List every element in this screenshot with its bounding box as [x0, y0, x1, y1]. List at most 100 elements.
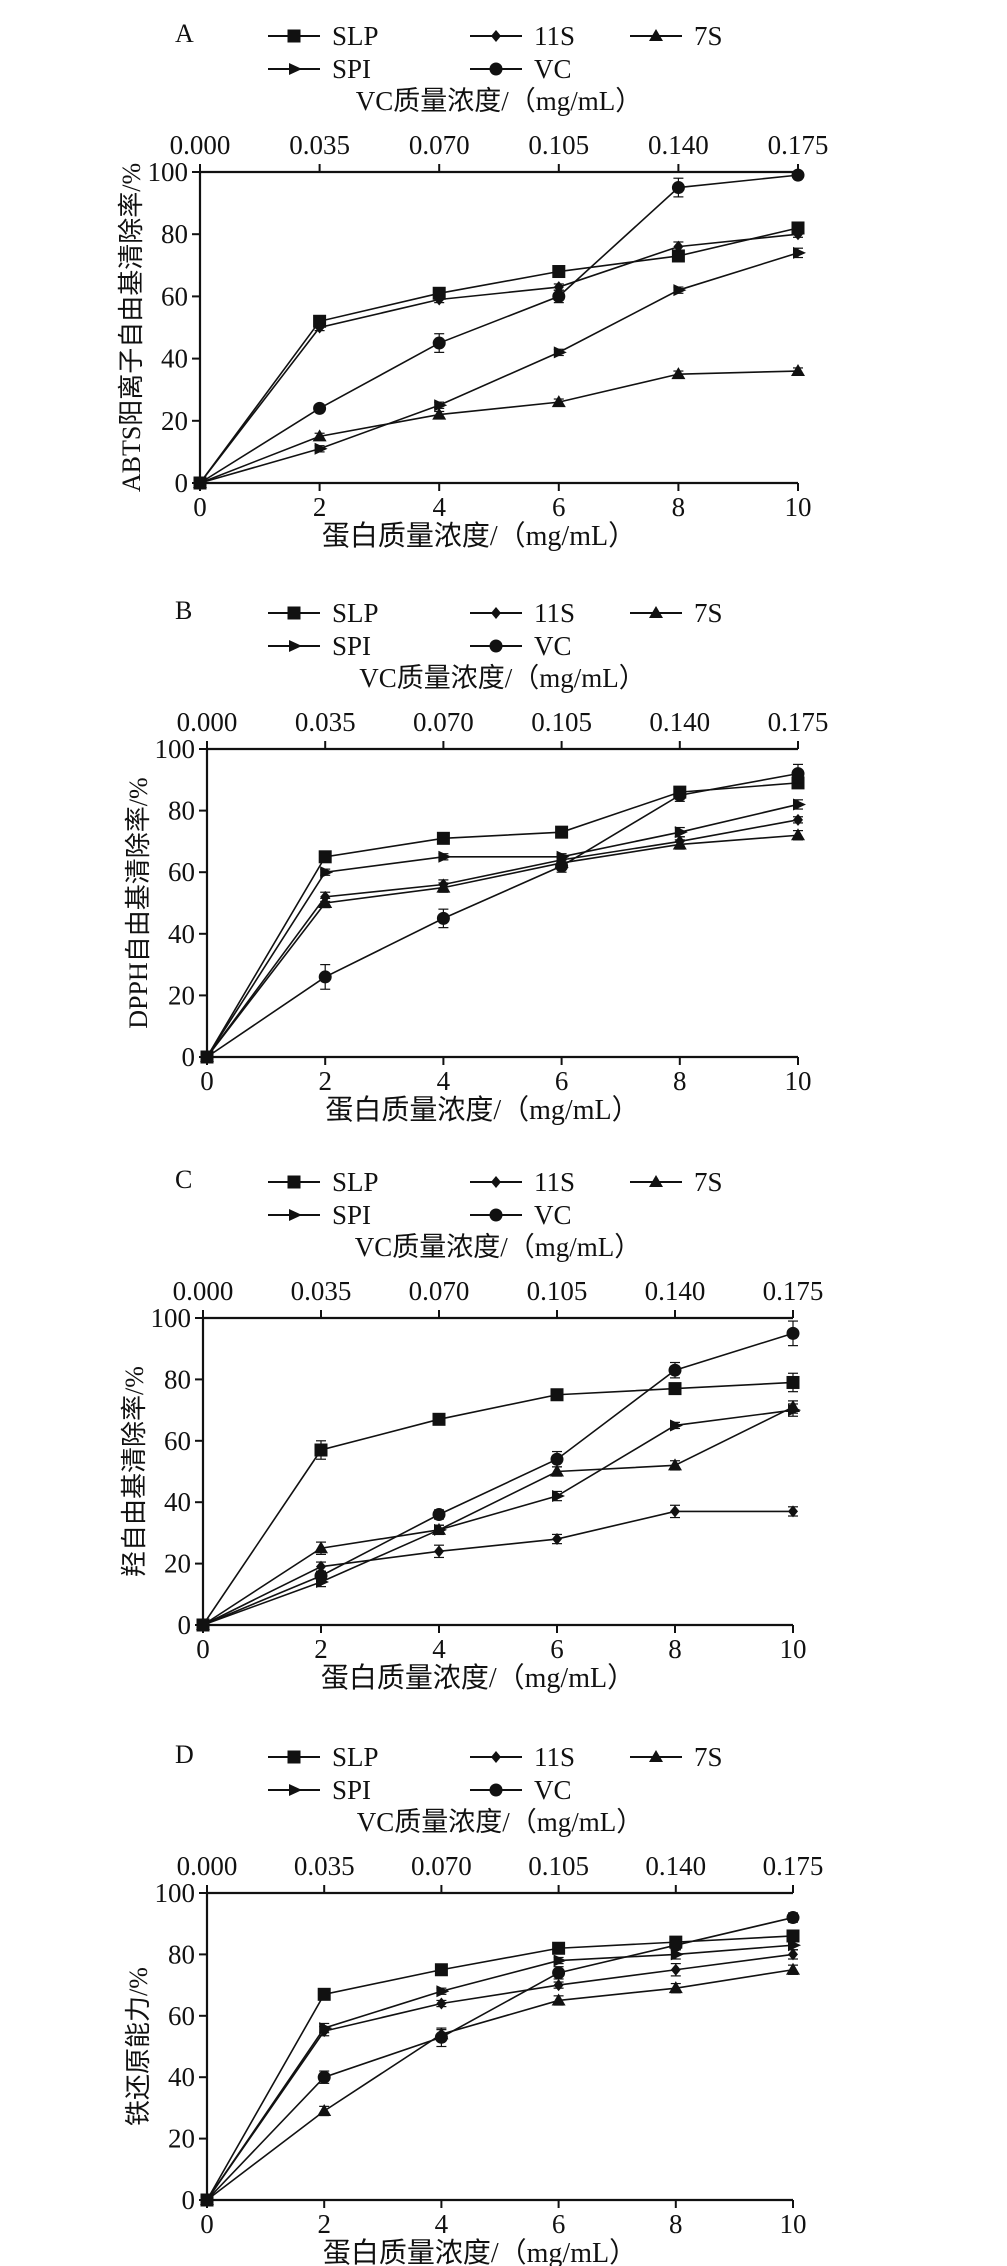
series-line-7s [202, 1406, 794, 1626]
x2-tick-label: 0.070 [409, 1276, 470, 1306]
legend-label-11s: 11S [534, 598, 575, 628]
data-point-vc [673, 788, 687, 802]
data-point-11s [314, 321, 325, 334]
legend-circle-marker [489, 639, 503, 653]
x2-tick-label: 0.175 [763, 1851, 824, 1881]
data-point-7s [672, 837, 687, 850]
series-vc [193, 168, 805, 490]
y-tick-label: 80 [161, 219, 188, 249]
data-point-spi [319, 2022, 333, 2035]
series-line-vc [206, 1916, 794, 2201]
legend-triangle-marker [649, 1175, 663, 1187]
data-point-slp [317, 1987, 331, 2001]
x-tick-label: 2 [318, 1066, 332, 1096]
x2-tick-label: 0.140 [648, 130, 709, 160]
data-point-11s [436, 1997, 447, 2010]
series-line-spi [202, 1409, 794, 1626]
series-11s [195, 228, 803, 489]
legend-square-marker [287, 606, 301, 620]
x-tick-label: 6 [555, 1066, 569, 1096]
data-point-vc [200, 1050, 214, 1064]
x-axis-title: 蛋白质量浓度/（mg/mL） [325, 1094, 639, 1126]
legend: SLP 11S 7S SPI VC [268, 598, 723, 661]
data-point-spi [670, 1419, 683, 1432]
data-point-spi [788, 1939, 801, 1952]
series-vc [196, 1320, 800, 1632]
series-vc [200, 1911, 800, 2207]
data-point-spi [434, 1523, 447, 1536]
legend-square-marker [287, 29, 301, 43]
series-spi [195, 246, 806, 489]
data-point-slp [786, 1929, 800, 1943]
data-point-7s [791, 364, 805, 377]
data-point-slp [786, 1375, 800, 1389]
y-axis-title: 羟自由基清除率/% [120, 1366, 149, 1577]
data-point-vc [791, 168, 805, 182]
x2-tick-label: 0.105 [531, 707, 592, 737]
series-line-vc [199, 174, 799, 484]
data-point-11s [793, 813, 803, 826]
data-point-7s [317, 2103, 332, 2116]
x-tick-label: 8 [669, 2209, 683, 2239]
data-point-spi [553, 1954, 567, 1967]
x2-tick-label: 0.105 [528, 130, 589, 160]
panel-label: B [175, 596, 192, 625]
data-point-7s [551, 395, 566, 408]
y-tick-label: 60 [168, 857, 195, 887]
x-tick-label: 10 [780, 1634, 807, 1664]
series-11s [202, 813, 803, 1063]
x-axis-title: 蛋白质量浓度/（mg/mL） [323, 2237, 637, 2266]
legend-right-arrow-marker [289, 1784, 302, 1796]
series-line-7s [199, 370, 799, 484]
y-tick-label: 60 [164, 1426, 191, 1456]
series-line-11s [202, 1510, 793, 1626]
x2-axis-title: VC质量浓度/（mg/mL） [359, 663, 646, 693]
series-line-11s [199, 233, 799, 484]
legend-circle-marker [489, 1208, 503, 1222]
data-point-7s [791, 828, 805, 841]
data-point-11s [434, 293, 445, 306]
legend-label-slp: SLP [332, 1167, 379, 1197]
y-tick-label: 20 [168, 2124, 195, 2154]
x-tick-label: 2 [314, 1634, 328, 1664]
data-point-slp [432, 1412, 446, 1426]
data-point-vc [318, 970, 332, 984]
x2-axis-title: VC质量浓度/（mg/mL） [357, 1807, 644, 1837]
legend-right-arrow-marker [289, 1209, 302, 1221]
series-line-vc [206, 772, 799, 1058]
data-point-vc [313, 401, 327, 415]
data-point-7s [314, 1541, 328, 1554]
data-point-vc [200, 2193, 214, 2207]
legend-triangle-marker [649, 29, 663, 41]
data-point-11s [788, 1948, 798, 1961]
legend: SLP 11S 7S SPI VC [268, 1742, 723, 1805]
legend-label-spi: SPI [332, 631, 371, 661]
x2-tick-label: 0.175 [768, 130, 829, 160]
x2-tick-label: 0.105 [527, 1276, 588, 1306]
data-point-11s [673, 240, 684, 253]
x-tick-label: 0 [196, 1634, 210, 1664]
y-tick-label: 40 [168, 919, 195, 949]
y-tick-label: 20 [168, 980, 195, 1010]
data-point-vc [314, 1569, 328, 1583]
x2-tick-label: 0.035 [289, 130, 350, 160]
data-point-7s [786, 1962, 800, 1975]
series-slp [200, 1929, 800, 2207]
x2-tick-label: 0.035 [294, 1851, 355, 1881]
panel-label: C [175, 1165, 192, 1194]
panel-label: A [175, 19, 194, 48]
y-tick-label: 100 [155, 734, 196, 764]
legend: SLP 11S 7S SPI VC [268, 21, 723, 84]
x-tick-label: 6 [552, 2209, 566, 2239]
x-tick-label: 10 [785, 492, 812, 522]
legend-label-spi: SPI [332, 1200, 371, 1230]
series-line-slp [199, 227, 799, 484]
data-point-vc [552, 289, 566, 303]
legend-diamond-marker [491, 1176, 501, 1188]
legend-square-marker [287, 1750, 301, 1764]
data-point-spi [314, 442, 328, 455]
y-tick-label: 0 [178, 1610, 192, 1640]
panel-label: D [175, 1740, 194, 1769]
